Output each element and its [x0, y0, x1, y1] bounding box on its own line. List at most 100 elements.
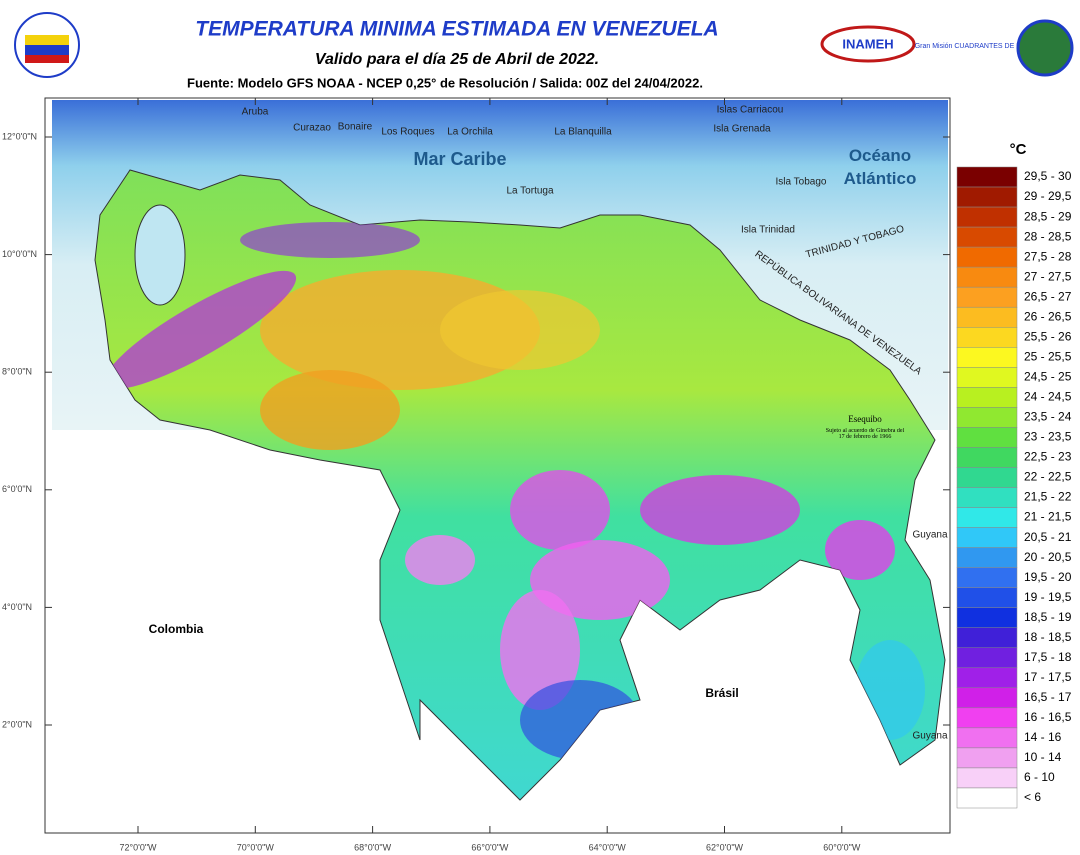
legend-label: 14 - 16	[1024, 730, 1062, 744]
subtitle: Valido para el día 25 de Abril de 2022.	[315, 51, 599, 68]
map-label: Bonaire	[338, 122, 373, 133]
legend-label: 19,5 - 20	[1024, 570, 1072, 584]
legend-label: 22,5 - 23	[1024, 450, 1072, 464]
map-label: Isla Trinidad	[741, 225, 795, 236]
lat-tick-label: 4°0'0"N	[2, 602, 32, 612]
legend-label: 26,5 - 27	[1024, 289, 1072, 303]
legend-label: 6 - 10	[1024, 770, 1055, 784]
legend-swatch	[956, 767, 1018, 789]
lon-tick-label: 68°0'0"W	[354, 842, 392, 852]
map-label: Isla Tobago	[776, 177, 827, 188]
legend-label: 18 - 18,5	[1024, 630, 1072, 644]
legend-label: 25,5 - 26	[1024, 329, 1072, 343]
legend-label: 21 - 21,5	[1024, 510, 1072, 524]
legend-swatch	[956, 727, 1018, 749]
legend-label: 28,5 - 29	[1024, 209, 1072, 223]
legend-label: 28 - 28,5	[1024, 229, 1072, 243]
lon-tick-label: 62°0'0"W	[706, 842, 744, 852]
map-label: Los Roques	[381, 127, 434, 138]
legend-swatch	[956, 347, 1018, 368]
map-label: La Tortuga	[506, 186, 554, 197]
map-label: Curazao	[293, 123, 331, 134]
legend-label: < 6	[1024, 790, 1041, 804]
legend-label: 27 - 27,5	[1024, 269, 1072, 283]
legend-label: 17 - 17,5	[1024, 670, 1072, 684]
legend-label: 21,5 - 22	[1024, 490, 1072, 504]
legend-label: 17,5 - 18	[1024, 650, 1072, 664]
legend-swatch	[956, 747, 1018, 769]
lon-tick-label: 66°0'0"W	[471, 842, 509, 852]
legend-swatch	[956, 547, 1018, 568]
lon-tick-label: 60°0'0"W	[823, 842, 861, 852]
legend-swatch	[956, 367, 1018, 388]
legend-label: 29,5 - 30	[1024, 169, 1072, 183]
legend: 29,5 - 30 29 - 29,5 28,5 - 29 28 - 28,5 27,5…	[956, 166, 1072, 809]
legend-swatch	[956, 507, 1018, 528]
logo-badge	[1016, 19, 1074, 77]
legend-swatch	[956, 587, 1018, 608]
legend-label: 26 - 26,5	[1024, 309, 1072, 323]
logo-inameh	[820, 25, 916, 63]
map-label: Guyana	[912, 530, 947, 541]
legend-label: 29 - 29,5	[1024, 189, 1072, 203]
legend-swatch	[956, 186, 1018, 208]
legend-label: 24,5 - 25	[1024, 370, 1072, 384]
source: Fuente: Modelo GFS NOAA - NCEP 0,25° de …	[187, 75, 703, 90]
map-label: La Blanquilla	[554, 127, 612, 138]
legend-label: 23 - 23,5	[1024, 430, 1072, 444]
map-label: Isla Grenada	[713, 124, 771, 135]
legend-label: 10 - 14	[1024, 750, 1062, 764]
lon-tick-label: 64°0'0"W	[589, 842, 627, 852]
legend-swatch	[956, 166, 1018, 188]
lat-tick-label: 6°0'0"N	[2, 484, 32, 494]
legend-swatch	[956, 607, 1018, 628]
legend-swatch	[956, 246, 1018, 268]
legend-swatch	[956, 687, 1018, 709]
legend-swatch	[956, 306, 1018, 328]
legend-swatch	[956, 467, 1018, 488]
map-label: Colombia	[149, 622, 204, 636]
map-label: Islas Carriacou	[717, 105, 784, 116]
legend-swatch	[956, 266, 1018, 288]
legend-label: 27,5 - 28	[1024, 249, 1072, 263]
legend-swatch	[956, 627, 1018, 648]
map-label: Aruba	[242, 107, 269, 118]
axes: 12°0'0"N 10°0'0"N 8°0'0"N 6°0'0"N 4°0'0"N 2°0…	[2, 98, 950, 852]
lon-tick-label: 72°0'0"W	[119, 842, 157, 852]
logo-text: INAMEH	[842, 36, 893, 51]
legend-swatch	[956, 647, 1018, 669]
legend-label: 19 - 19,5	[1024, 590, 1072, 604]
lat-tick-label: 10°0'0"N	[2, 249, 37, 259]
lon-tick-label: 70°0'0"W	[237, 842, 275, 852]
map-label: Mar Caribe	[413, 149, 506, 169]
map-label: Océano Atlántico	[844, 146, 917, 188]
legend-swatch	[956, 327, 1018, 348]
legend-label: 16,5 - 17	[1024, 690, 1072, 704]
legend-swatch	[956, 447, 1018, 468]
map-label: La Orchila	[447, 127, 493, 138]
legend-label: 20 - 20,5	[1024, 550, 1072, 564]
legend-swatch	[956, 206, 1018, 228]
logo-text: Gran Misión CUADRANTES DE PAZ	[915, 43, 1030, 50]
legend-label: 18,5 - 19	[1024, 610, 1072, 624]
legend-swatch	[956, 527, 1018, 548]
legend-swatch	[956, 407, 1018, 428]
legend-label: 16 - 16,5	[1024, 710, 1072, 724]
lat-tick-label: 12°0'0"N	[2, 131, 37, 141]
title: TEMPERATURA MINIMA ESTIMADA EN VENEZUELA	[195, 18, 718, 41]
legend-swatch	[956, 667, 1018, 689]
legend-label: 23,5 - 24	[1024, 410, 1072, 424]
legend-swatch	[956, 787, 1018, 809]
legend-label: 25 - 25,5	[1024, 349, 1072, 363]
lat-tick-label: 2°0'0"N	[2, 719, 32, 729]
map-note: Sujeto al acuerdo de Ginebra del 17 de f…	[825, 428, 905, 440]
legend-unit: °C	[1010, 141, 1027, 158]
legend-swatch	[956, 707, 1018, 729]
legend-swatch	[956, 567, 1018, 588]
legend-swatch	[956, 286, 1018, 308]
map-label: Guyana	[912, 731, 947, 742]
legend-swatch	[956, 427, 1018, 448]
map-label: Esequibo	[848, 414, 882, 424]
legend-swatch	[956, 226, 1018, 248]
